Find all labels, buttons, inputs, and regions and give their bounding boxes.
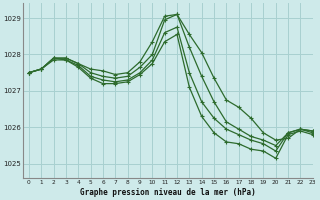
X-axis label: Graphe pression niveau de la mer (hPa): Graphe pression niveau de la mer (hPa) — [80, 188, 256, 197]
